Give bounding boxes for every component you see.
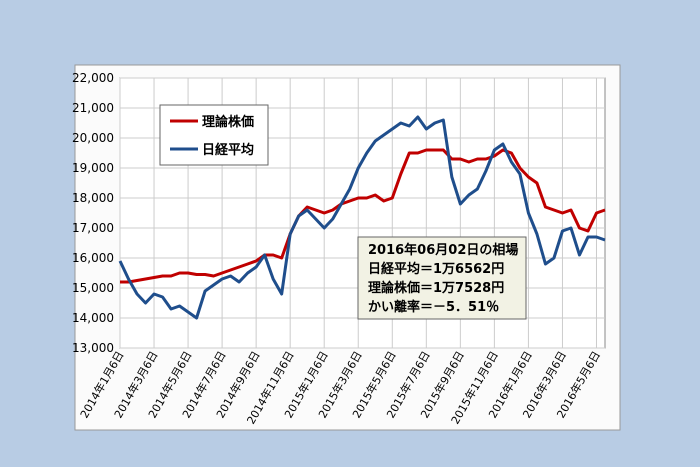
annotation: 2016年06月02日の相場日経平均＝1万6562円理論株価＝1万7528円かい… <box>357 236 527 320</box>
y-tick-label: 19,000 <box>72 161 114 175</box>
y-tick-label: 13,000 <box>72 341 114 355</box>
y-tick-label: 14,000 <box>72 311 114 325</box>
annotation-line: 理論株価＝1万7528円 <box>368 280 504 296</box>
y-tick-label: 16,000 <box>72 251 114 265</box>
annotation-line: 日経平均＝1万6562円 <box>368 261 504 277</box>
y-tick-label: 18,000 <box>72 191 114 205</box>
legend-label: 理論株価 <box>202 114 254 130</box>
y-tick-label: 17,000 <box>72 221 114 235</box>
y-tick-label: 21,000 <box>72 101 114 115</box>
y-tick-label: 15,000 <box>72 281 114 295</box>
annotation-box <box>357 236 527 320</box>
legend-box <box>159 104 269 166</box>
y-tick-label: 20,000 <box>72 131 114 145</box>
series-line <box>118 115 606 320</box>
y-tick-label: 22,000 <box>72 71 114 85</box>
annotation-line: かい離率＝－5．51％ <box>368 299 499 315</box>
annotation-line: 2016年06月02日の相場 <box>368 242 518 258</box>
legend-label: 日経平均 <box>202 142 254 158</box>
series-line <box>120 148 606 284</box>
